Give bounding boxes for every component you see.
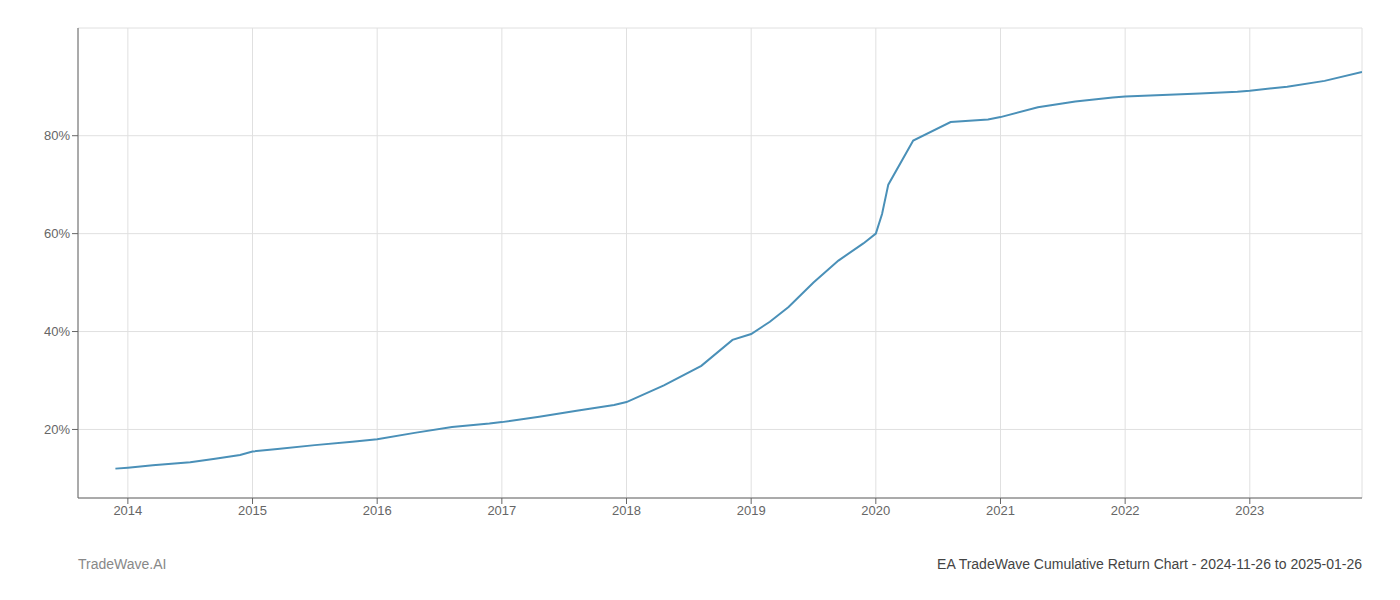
svg-text:2020: 2020: [861, 503, 890, 518]
svg-text:2014: 2014: [113, 503, 142, 518]
svg-text:2016: 2016: [363, 503, 392, 518]
svg-text:80%: 80%: [44, 128, 70, 143]
svg-text:2023: 2023: [1235, 503, 1264, 518]
html-text:TradeWave.AI: TradeWave.AI: [78, 556, 167, 572]
svg-text:2017: 2017: [487, 503, 516, 518]
svg-text:40%: 40%: [44, 324, 70, 339]
svg-text:2015: 2015: [238, 503, 267, 518]
svg-text:2019: 2019: [737, 503, 766, 518]
svg-text:2018: 2018: [612, 503, 641, 518]
svg-text:2021: 2021: [986, 503, 1015, 518]
svg-text:20%: 20%: [44, 422, 70, 437]
svg-text:2022: 2022: [1111, 503, 1140, 518]
html-text:EA TradeWave Cumulative Return: EA TradeWave Cumulative Return Chart - 2…: [937, 556, 1362, 572]
svg-text:60%: 60%: [44, 226, 70, 241]
